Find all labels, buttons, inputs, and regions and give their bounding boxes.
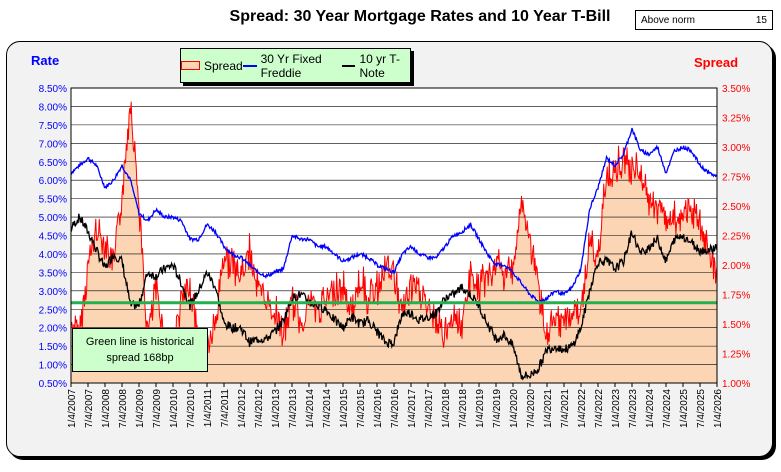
mortgage-line xyxy=(70,127,718,305)
right-tick-label: 2.25% xyxy=(722,232,750,243)
left-tick-label: 0.50% xyxy=(39,379,67,390)
left-tick-label: 5.50% xyxy=(39,195,67,206)
x-tick-label: 1/4/2016 xyxy=(373,389,384,428)
left-tick-label: 2.00% xyxy=(39,324,67,335)
x-tick-label: 1/4/2013 xyxy=(271,389,282,428)
x-tick-label: 1/4/2009 xyxy=(135,389,146,428)
left-tick-label: 1.00% xyxy=(39,361,67,372)
x-tick-label: 1/4/2025 xyxy=(679,389,690,428)
legend-mortgage: 30 Yr Fixed Freddie xyxy=(242,52,342,80)
x-tick-label: 7/4/2021 xyxy=(560,389,571,428)
x-tick-label: 7/4/2018 xyxy=(458,389,469,428)
spread-area xyxy=(71,101,717,383)
left-tick-label: 4.50% xyxy=(39,232,67,243)
x-tick-label: 1/4/2023 xyxy=(611,389,622,428)
right-tick-label: 3.25% xyxy=(722,114,750,125)
x-tick-label: 1/4/2010 xyxy=(169,389,180,428)
x-tick-label: 7/4/2011 xyxy=(220,389,231,428)
x-tick-label: 1/4/2020 xyxy=(509,389,520,428)
x-tick-label: 7/4/2009 xyxy=(152,389,163,428)
right-tick-label: 3.00% xyxy=(722,143,750,154)
x-tick-label: 7/4/2010 xyxy=(186,389,197,428)
left-tick-label: 2.50% xyxy=(39,305,67,316)
x-tick-label: 1/4/2017 xyxy=(407,389,418,428)
x-tick-label: 7/4/2025 xyxy=(696,389,707,428)
x-tick-label: 1/4/2011 xyxy=(203,389,214,428)
left-tick-label: 6.00% xyxy=(39,176,67,187)
legend: Spread 30 Yr Fixed Freddie 10 yr T-Note xyxy=(180,48,411,83)
right-tick-label: 1.00% xyxy=(722,379,750,390)
x-tick-label: 7/4/2015 xyxy=(356,389,367,428)
chart-title: Spread: 30 Year Mortgage Rates and 10 Ye… xyxy=(229,8,611,25)
legend-spread: Spread xyxy=(181,59,243,73)
left-tick-label: 1.50% xyxy=(39,342,67,353)
above-norm-value: 15 xyxy=(755,14,767,26)
right-tick-label: 2.50% xyxy=(722,202,750,213)
x-tick-label: 1/4/2014 xyxy=(305,389,316,428)
tnote-line xyxy=(70,213,718,381)
x-tick-label: 7/4/2022 xyxy=(594,389,605,428)
x-tick-label: 7/4/2014 xyxy=(322,389,333,428)
left-tick-label: 3.00% xyxy=(39,287,67,298)
above-norm-box: Above norm 15 xyxy=(635,10,773,30)
x-tick-label: 7/4/2007 xyxy=(84,389,95,428)
x-tick-label: 7/4/2023 xyxy=(628,389,639,428)
x-tick-label: 7/4/2012 xyxy=(254,389,265,428)
left-tick-label: 8.00% xyxy=(39,102,67,113)
left-tick-label: 3.50% xyxy=(39,268,67,279)
left-tick-label: 6.50% xyxy=(39,158,67,169)
left-tick-label: 4.00% xyxy=(39,250,67,261)
x-tick-label: 7/4/2008 xyxy=(118,389,129,428)
legend-tnote: 10 yr T-Note xyxy=(341,52,410,80)
x-tick-label: 1/4/2012 xyxy=(237,389,248,428)
x-tick-label: 1/4/2024 xyxy=(645,389,656,428)
right-tick-label: 3.50% xyxy=(722,84,750,95)
x-tick-label: 7/4/2024 xyxy=(662,389,673,428)
annotation-line-1: Green line is historical xyxy=(85,336,195,348)
x-tick-label: 1/4/2026 xyxy=(713,389,724,428)
x-tick-label: 1/4/2021 xyxy=(543,389,554,428)
annotation-line-2: spread 168bp xyxy=(106,352,174,364)
right-tick-label: 2.00% xyxy=(722,261,750,272)
spread-swatch-icon xyxy=(181,61,200,70)
right-tick-label: 1.50% xyxy=(722,320,750,331)
left-axis-label: Rate xyxy=(31,53,60,68)
right-tick-label: 1.25% xyxy=(722,350,750,361)
right-tick-label: 2.75% xyxy=(722,173,750,184)
left-tick-label: 5.00% xyxy=(39,213,67,224)
right-tick-label: 1.75% xyxy=(722,291,750,302)
x-tick-label: 1/4/2019 xyxy=(475,389,486,428)
x-tick-label: 1/4/2015 xyxy=(339,389,350,428)
x-tick-label: 7/4/2016 xyxy=(390,389,401,428)
x-tick-label: 7/4/2019 xyxy=(492,389,503,428)
x-tick-label: 1/4/2008 xyxy=(101,389,112,428)
x-tick-label: 7/4/2013 xyxy=(288,389,299,428)
right-axis-label: Spread xyxy=(694,55,739,70)
left-tick-label: 7.00% xyxy=(39,139,67,150)
annotation-box: Green line is historical spread 168bp xyxy=(72,328,208,372)
x-tick-label: 1/4/2007 xyxy=(67,389,78,428)
left-tick-label: 7.50% xyxy=(39,121,67,132)
x-tick-label: 7/4/2020 xyxy=(526,389,537,428)
x-tick-label: 1/4/2022 xyxy=(577,389,588,428)
left-tick-label: 8.50% xyxy=(39,84,67,95)
blue-line-icon xyxy=(242,64,257,67)
x-tick-label: 7/4/2017 xyxy=(424,389,435,428)
x-tick-label: 1/4/2018 xyxy=(441,389,452,428)
above-norm-label: Above norm xyxy=(641,14,695,26)
black-line-icon xyxy=(341,64,356,67)
